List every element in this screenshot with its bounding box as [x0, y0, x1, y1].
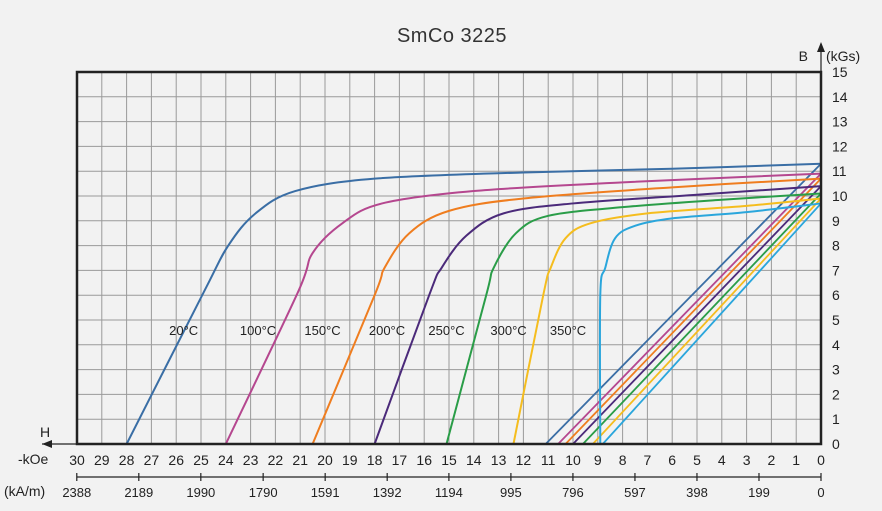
x-tick-label-koe: 13 [491, 452, 507, 468]
x-axis-label: H [40, 424, 50, 440]
x-tick-label-koe: 2 [768, 452, 776, 468]
y-tick-label: 8 [832, 238, 840, 254]
x-tick-label-kam: 1990 [186, 485, 215, 500]
x-tick-label-kam: 796 [562, 485, 584, 500]
y-tick-label: 3 [832, 362, 840, 378]
y-tick-label: 0 [832, 436, 840, 452]
x-tick-label-kam: 1392 [373, 485, 402, 500]
x-tick-label-kam: 199 [748, 485, 770, 500]
x-tick-label-koe: 3 [743, 452, 751, 468]
x-tick-label-koe: 9 [594, 452, 602, 468]
x-tick-label-kam: 398 [686, 485, 708, 500]
y-tick-label: 13 [832, 114, 848, 130]
curve-300°C [512, 197, 822, 445]
x-tick-label-kam: 1591 [311, 485, 340, 500]
y-tick-label: 11 [832, 163, 847, 179]
y-tick-label: 7 [832, 262, 840, 278]
x-axis-koe: 30 29 28 27 26 25 24 23 22 21 20 19 18 17 16 15 14 13 12 11… [42, 440, 825, 468]
x-tick-label-koe: 24 [218, 452, 234, 468]
x-tick-label-koe: 18 [367, 452, 383, 468]
y-tick-label: 2 [832, 386, 840, 402]
x-axis-arrowhead [42, 440, 52, 448]
curve-20°C [125, 162, 822, 445]
x-tick-label-koe: 8 [619, 452, 627, 468]
x-tick-label-koe: 12 [516, 452, 532, 468]
x-tick-label-koe: 11 [541, 452, 556, 468]
load-line-100°C [557, 173, 822, 445]
x-tick-label-koe: 1 [792, 452, 800, 468]
load-line-250°C [582, 192, 822, 445]
x-tick-label-koe: 21 [292, 452, 308, 468]
x-tick-label-koe: 4 [718, 452, 726, 468]
load-line-150°C [564, 178, 822, 445]
x-tick-label-koe: 27 [144, 452, 160, 468]
x-tick-label-kam: 1790 [249, 485, 278, 500]
series-labels: 20°C 100°C 150°C 200°C 250°C 300°C 350°C [169, 323, 586, 338]
series-label: 350°C [550, 323, 586, 338]
y-tick-label: 10 [832, 188, 848, 204]
y-tick-label: 6 [832, 287, 840, 303]
x-tick-label-koe: 25 [193, 452, 209, 468]
x-tick-label-koe: 26 [168, 452, 184, 468]
x-tick-label-koe: 10 [565, 452, 581, 468]
x-unit-kam: (kA/m) [4, 483, 45, 499]
x-tick-label-koe: 23 [243, 452, 259, 468]
y-axis-arrowhead [817, 42, 825, 52]
series-label: 100°C [240, 323, 276, 338]
y-tick-label: 12 [832, 138, 848, 154]
curve-350°C [598, 202, 822, 445]
x-tick-label-koe: 30 [69, 452, 85, 468]
x-unit-koe: -kOe [18, 451, 49, 467]
x-tick-label-kam: 1194 [435, 485, 463, 500]
y-axis-unit: (kGs) [826, 48, 860, 64]
x-tick-label-koe: 20 [317, 452, 333, 468]
y-tick-label: 14 [832, 89, 848, 105]
y-axis-label: B [799, 48, 808, 64]
x-tick-label-koe: 29 [94, 452, 110, 468]
x-tick-label-koe: 14 [466, 452, 482, 468]
curve-150°C [311, 177, 822, 445]
y-tick-label: 4 [832, 337, 840, 353]
y-tick-label: 1 [832, 411, 840, 427]
x-axis-kam: 2388 2189 1990 1790 1591 1392 1194 995 796 597 398… [62, 473, 825, 500]
y-tick-label: 5 [832, 312, 840, 328]
y-tick-label: 15 [832, 64, 848, 80]
x-tick-label-koe: 7 [644, 452, 652, 468]
x-tick-label-kam: 995 [500, 485, 522, 500]
load-line-300°C [592, 197, 822, 445]
series-lines [125, 162, 822, 445]
x-tick-label-koe: 16 [416, 452, 432, 468]
x-tick-label-koe: 19 [342, 452, 358, 468]
x-tick-label-kam: 0 [817, 485, 824, 500]
x-tick-label-koe: 22 [268, 452, 284, 468]
x-tick-label-kam: 2388 [62, 485, 91, 500]
x-tick-label-koe: 15 [441, 452, 457, 468]
x-tick-label-koe: 28 [119, 452, 135, 468]
series-label: 20°C [169, 323, 198, 338]
series-label: 200°C [369, 323, 405, 338]
curve-200°C [373, 185, 822, 445]
curve-250°C [445, 192, 822, 445]
x-tick-label-kam: 597 [624, 485, 646, 500]
x-tick-label-koe: 6 [668, 452, 676, 468]
x-tick-label-koe: 0 [817, 452, 825, 468]
load-line-200°C [572, 185, 822, 445]
series-label: 250°C [428, 323, 464, 338]
x-tick-label-koe: 17 [392, 452, 408, 468]
load-line-20°C [545, 163, 822, 445]
series-label: 150°C [304, 323, 340, 338]
x-tick-label-koe: 5 [693, 452, 701, 468]
curve-100°C [224, 172, 822, 445]
chart-title: SmCo 3225 [397, 25, 507, 47]
y-tick-label: 9 [832, 213, 840, 229]
x-tick-label-kam: 2189 [124, 485, 153, 500]
load-line-350°C [602, 202, 822, 445]
series-label: 300°C [490, 323, 526, 338]
